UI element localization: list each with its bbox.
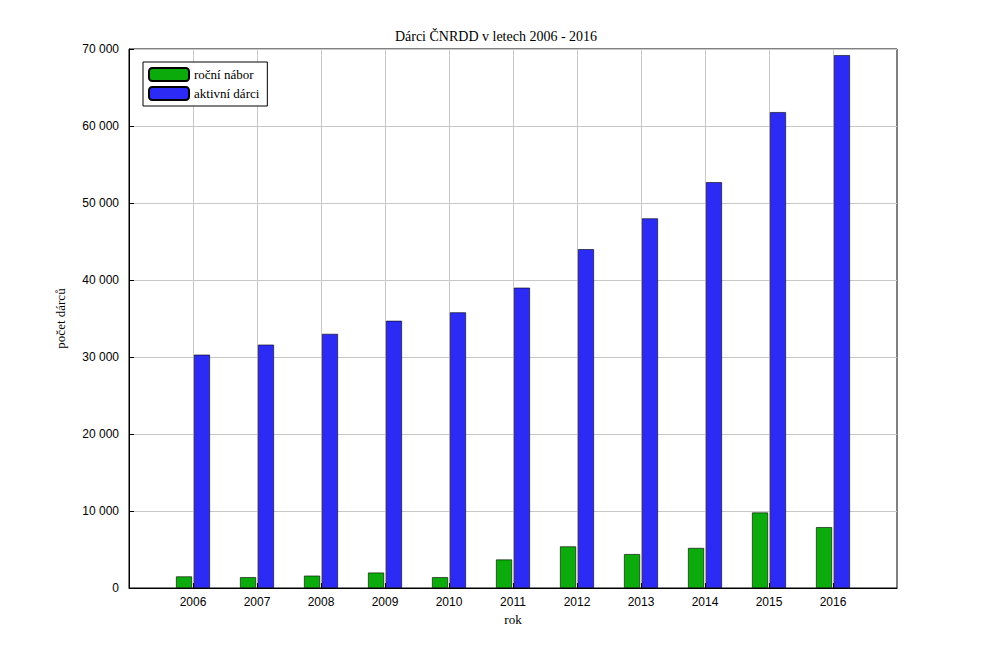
svg-text:aktivní dárci: aktivní dárci: [194, 86, 260, 101]
svg-text:10 000: 10 000: [82, 504, 119, 518]
svg-text:2008: 2008: [308, 595, 335, 609]
svg-text:50 000: 50 000: [82, 196, 119, 210]
svg-text:2007: 2007: [244, 595, 271, 609]
svg-text:2012: 2012: [564, 595, 591, 609]
svg-text:2015: 2015: [756, 595, 783, 609]
svg-text:2016: 2016: [820, 595, 847, 609]
svg-text:60 000: 60 000: [82, 119, 119, 133]
svg-text:2009: 2009: [372, 595, 399, 609]
svg-text:2011: 2011: [500, 595, 526, 609]
svg-text:počet dárců: počet dárců: [53, 288, 68, 349]
svg-text:Dárci ČNRDD v letech 2006 - 20: Dárci ČNRDD v letech 2006 - 2016: [395, 28, 597, 44]
svg-text:2013: 2013: [628, 595, 655, 609]
svg-text:roční nábor: roční nábor: [194, 67, 254, 82]
svg-text:70 000: 70 000: [82, 42, 119, 56]
svg-text:30 000: 30 000: [82, 350, 119, 364]
svg-text:40 000: 40 000: [82, 273, 119, 287]
svg-text:2010: 2010: [436, 595, 463, 609]
svg-text:20 000: 20 000: [82, 427, 119, 441]
svg-text:0: 0: [112, 581, 119, 595]
svg-text:2006: 2006: [180, 595, 207, 609]
svg-text:2014: 2014: [692, 595, 719, 609]
svg-text:rok: rok: [504, 612, 522, 627]
